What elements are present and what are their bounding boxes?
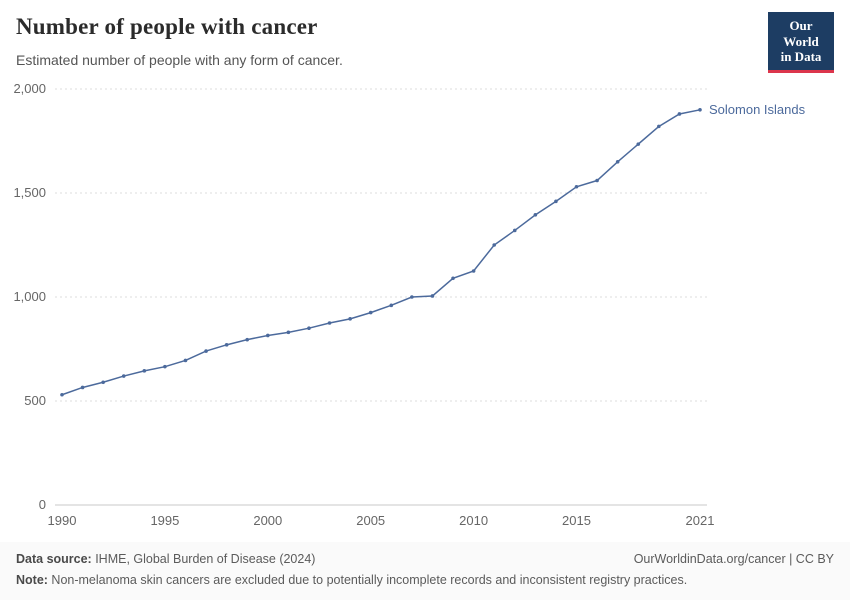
y-tick-label: 0	[39, 497, 46, 512]
data-point	[286, 330, 291, 335]
data-point	[595, 178, 599, 183]
data-point	[410, 295, 414, 299]
data-point	[80, 385, 85, 390]
data-point	[512, 228, 517, 233]
data-point	[574, 184, 579, 189]
x-tick-label: 2000	[253, 513, 282, 528]
data-point	[698, 108, 702, 112]
data-point	[615, 160, 620, 164]
data-point	[368, 310, 373, 315]
license-link[interactable]: OurWorldinData.org/cancer | CC BY	[633, 552, 834, 566]
owid-logo-line2: in Data	[780, 49, 822, 65]
note-text: Non-melanoma skin cancers are excluded d…	[47, 573, 688, 587]
data-point	[60, 392, 64, 397]
y-tick-label: 500	[24, 393, 46, 408]
y-tick-label: 2,000	[13, 81, 46, 96]
data-point	[677, 112, 682, 116]
data-point	[101, 380, 105, 385]
data-point	[389, 303, 394, 308]
x-tick-label: 1990	[48, 513, 77, 528]
x-tick-label: 2010	[459, 513, 488, 528]
data-point	[327, 321, 332, 325]
data-point	[224, 343, 229, 347]
x-tick-label: 2005	[356, 513, 385, 528]
data-point	[451, 276, 455, 281]
data-point	[142, 369, 147, 373]
data-source-label: Data source:	[16, 552, 92, 566]
data-point	[492, 243, 496, 247]
series-end-label: Solomon Islands	[709, 102, 806, 117]
data-point	[245, 337, 250, 342]
line-chart[interactable]: 0 500 1,000 1,500 2,000 1990 1995 2000 2005 2010 2…	[0, 78, 850, 542]
note-label: Note:	[16, 573, 48, 587]
data-point	[554, 199, 558, 204]
x-tick-label: 2021	[686, 513, 715, 528]
footer: Data source: IHME, Global Burden of Dise…	[0, 542, 850, 600]
data-point	[471, 269, 476, 273]
data-source: Data source: IHME, Global Burden of Dise…	[16, 552, 315, 566]
page-title: Number of people with cancer	[16, 14, 318, 39]
data-point	[636, 142, 641, 146]
x-tick-label: 2015	[562, 513, 591, 528]
page-subtitle: Estimated number of people with any form…	[16, 52, 343, 68]
data-point	[657, 124, 661, 129]
data-point	[348, 317, 352, 321]
data-point	[266, 333, 270, 338]
data-source-text: IHME, Global Burden of Disease (2024)	[91, 552, 316, 566]
x-tick-label: 1995	[150, 513, 179, 528]
data-point	[121, 374, 126, 378]
trend-line	[61, 109, 701, 396]
y-tick-label: 1,000	[13, 289, 46, 304]
data-point	[430, 294, 435, 298]
data-point	[163, 364, 167, 369]
owid-logo-line1: Our World	[783, 18, 819, 49]
data-point	[533, 213, 538, 217]
y-tick-label: 1,500	[13, 185, 46, 200]
data-point	[183, 358, 188, 363]
data-point	[204, 349, 208, 353]
data-point	[307, 326, 311, 330]
owid-logo[interactable]: Our World in Data	[768, 12, 834, 73]
footer-note: Note: Non-melanoma skin cancers are excl…	[16, 573, 834, 587]
